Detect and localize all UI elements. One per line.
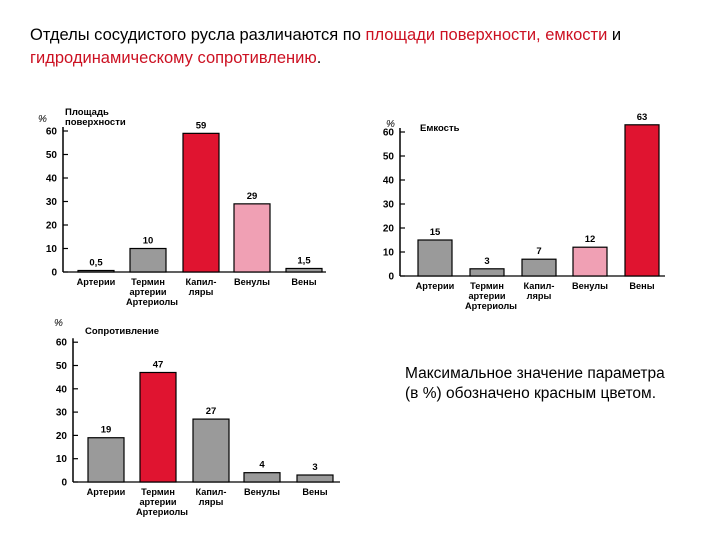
chart-2-value-label-1: 47 — [153, 359, 164, 370]
chart-2-bar-4 — [296, 474, 334, 483]
chart-2-bar-3 — [243, 472, 281, 483]
chart-1-category-label-1-0: Термин — [470, 281, 504, 291]
chart-0-value-label-4: 1,5 — [297, 255, 311, 266]
chart-0-title-line-1: поверхности — [65, 117, 126, 128]
chart-1-category-label-1-1: артерии — [468, 291, 505, 301]
chart-2-tick-label-5: 50 — [56, 361, 68, 372]
heading-highlight-1: площади поверхности, емкости — [365, 26, 608, 44]
chart-1-tick-label-6: 60 — [383, 128, 395, 139]
capacity-chart: Емкость% 0 10 20 30 40 50 60 15 Артерии 3 Терминарт… — [383, 112, 665, 311]
chart-0-title-line-0: Площадь — [65, 107, 109, 118]
chart-1-bar-4 — [624, 124, 660, 277]
chart-1-value-label-2: 7 — [536, 246, 541, 257]
chart-0-value-label-1: 10 — [143, 236, 154, 247]
chart-2-category-label-1-0: Термин — [141, 487, 175, 497]
chart-0-bar-3 — [233, 203, 271, 273]
chart-1-value-label-1: 3 — [484, 256, 489, 267]
chart-2-unit-label: % — [54, 318, 63, 329]
chart-0-tick-label-3: 30 — [46, 197, 58, 208]
chart-0-tick-label-0: 0 — [51, 268, 57, 279]
chart-2-category-label-4-0: Вены — [302, 487, 327, 497]
chart-0-category-label-2-1: ляры — [189, 287, 214, 297]
chart-2-value-label-3: 4 — [259, 460, 265, 471]
chart-1-bar-2 — [521, 258, 557, 277]
chart-2-tick-label-1: 10 — [56, 454, 68, 465]
chart-0-category-label-1-1: артерии — [129, 287, 166, 297]
chart-2-category-label-0-0: Артерии — [87, 487, 126, 497]
chart-1-value-label-0: 15 — [430, 227, 441, 238]
chart-2-tick-label-6: 60 — [56, 338, 68, 349]
chart-0-unit-label: % — [38, 114, 47, 125]
chart-0-tick-label-2: 20 — [46, 221, 58, 232]
chart-2-bar-1 — [139, 371, 177, 483]
chart-0-value-label-2: 59 — [196, 120, 207, 131]
chart-0-tick-label-1: 10 — [46, 244, 58, 255]
chart-2-category-label-2-0: Капил- — [196, 487, 227, 497]
chart-1-tick-label-2: 20 — [383, 224, 395, 235]
chart-1-bar-1 — [469, 268, 505, 277]
chart-2-tick-label-4: 40 — [56, 384, 68, 395]
chart-0-category-label-4-0: Вены — [291, 277, 316, 287]
heading-highlight-2: гидродинамическому сопротивлению — [30, 49, 317, 67]
chart-1-category-label-1-2: Артериолы — [465, 301, 517, 311]
chart-0-category-label-1-2: Артериолы — [126, 297, 178, 307]
chart-2-category-label-2-1: ляры — [199, 497, 224, 507]
heading-part-5: . — [316, 49, 322, 67]
chart-2-bar-0 — [87, 437, 125, 483]
chart-0-bar-0 — [77, 269, 115, 273]
chart-1-value-label-3: 12 — [585, 234, 596, 245]
chart-0-value-label-3: 29 — [247, 191, 258, 202]
chart-2-tick-label-0: 0 — [61, 478, 67, 489]
chart-0-category-label-2-0: Капил- — [186, 277, 217, 287]
chart-2-tick-label-2: 20 — [56, 431, 68, 442]
chart-2-value-label-0: 19 — [101, 425, 112, 436]
chart-0-category-label-0-0: Артерии — [77, 277, 116, 287]
chart-1-tick-label-5: 50 — [383, 152, 395, 163]
chart-1-bar-3 — [572, 246, 608, 277]
chart-2-category-label-1-1: артерии — [139, 497, 176, 507]
legend-note: Максимальное значение параметра (в %) об… — [405, 365, 665, 402]
chart-1-value-label-4: 63 — [637, 112, 648, 123]
chart-0-category-label-3-0: Венулы — [234, 277, 270, 287]
heading-part-3: и — [607, 26, 622, 44]
chart-2-category-label-3-0: Венулы — [244, 487, 280, 497]
chart-0-category-label-1-0: Термин — [131, 277, 165, 287]
chart-1-unit-label: % — [386, 119, 395, 130]
heading-part-1: Отделы сосудистого русла различаются по — [30, 26, 366, 44]
chart-1-category-label-3-0: Венулы — [572, 281, 608, 291]
chart-2-value-label-2: 27 — [206, 406, 217, 417]
chart-1-bar-0 — [417, 239, 453, 277]
chart-1-tick-label-1: 10 — [383, 248, 395, 259]
chart-1-tick-label-0: 0 — [388, 272, 394, 283]
chart-0-value-label-0: 0,5 — [89, 258, 103, 269]
chart-1-tick-label-3: 30 — [383, 200, 395, 211]
chart-1-category-label-2-0: Капил- — [524, 281, 555, 291]
chart-1-category-label-2-1: ляры — [527, 291, 552, 301]
chart-1-category-label-4-0: Вены — [629, 281, 654, 291]
chart-0-tick-label-5: 50 — [46, 150, 58, 161]
chart-1-title-line-0: Емкость — [420, 123, 460, 134]
chart-2-value-label-4: 3 — [312, 462, 317, 473]
chart-0-bar-2 — [182, 132, 220, 273]
chart-2-tick-label-3: 30 — [56, 408, 68, 419]
chart-2-bar-2 — [192, 418, 230, 483]
chart-0-bar-1 — [129, 247, 167, 273]
resistance-chart: Сопротивление% 0 10 20 30 40 50 60 19 Артерии 47 Те… — [54, 318, 340, 517]
chart-0-tick-label-4: 40 — [46, 174, 58, 185]
chart-2-category-label-1-2: Артериолы — [136, 507, 188, 517]
slide-heading: Отделы сосудистого русла различаются по … — [30, 24, 700, 70]
chart-2-title-line-0: Сопротивление — [85, 326, 159, 337]
chart-0-tick-label-6: 60 — [46, 127, 58, 138]
chart-1-category-label-0-0: Артерии — [416, 281, 455, 291]
chart-0-bar-4 — [285, 267, 323, 273]
chart-1-tick-label-4: 40 — [383, 176, 395, 187]
